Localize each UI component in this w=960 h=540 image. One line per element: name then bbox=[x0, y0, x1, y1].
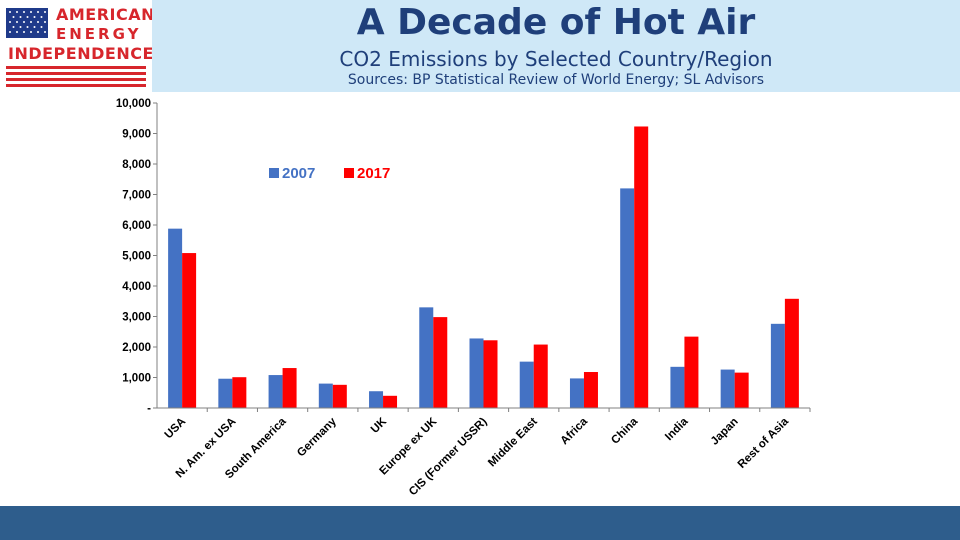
y-tick-label: 1,000 bbox=[122, 373, 151, 385]
legend-swatch-2017 bbox=[344, 168, 354, 178]
bar-2017-0 bbox=[182, 253, 197, 408]
logo-text-independence: INDEPENDENCE bbox=[8, 44, 154, 63]
bar-2007-1 bbox=[218, 378, 233, 408]
x-tick-label: Rest of Asia bbox=[736, 415, 792, 471]
y-tick-label: 2,000 bbox=[122, 342, 151, 354]
legend-label-2007: 2007 bbox=[282, 165, 315, 182]
bar-2007-8 bbox=[569, 378, 584, 408]
y-tick-label: 7,000 bbox=[122, 190, 151, 202]
x-tick-label: Japan bbox=[709, 416, 741, 448]
x-tick-label: China bbox=[609, 415, 641, 447]
logo-stripes bbox=[6, 66, 146, 87]
bar-2007-3 bbox=[318, 383, 333, 408]
bar-2007-10 bbox=[670, 366, 685, 408]
bar-2007-9 bbox=[620, 188, 635, 408]
bar-2007-4 bbox=[369, 391, 384, 408]
flag-icon bbox=[6, 8, 48, 38]
x-tick-label: USA bbox=[163, 416, 189, 442]
header-banner: A Decade of Hot Air CO2 Emissions by Sel… bbox=[152, 0, 960, 92]
page-title: A Decade of Hot Air bbox=[356, 2, 756, 43]
x-tick-label: Germany bbox=[295, 415, 339, 459]
bar-2017-1 bbox=[232, 377, 247, 408]
bar-2017-12 bbox=[784, 298, 799, 408]
bar-chart: - 1,000 2,000 3,000 4,000 5,000 6,000 7,000 8,00… bbox=[116, 98, 811, 498]
bar-2007-7 bbox=[519, 361, 534, 408]
logo-text-american: AMERICAN bbox=[56, 5, 156, 24]
y-tick-label: - bbox=[147, 403, 151, 415]
y-axis: - 1,000 2,000 3,000 4,000 5,000 6,000 7,000 8,00… bbox=[116, 98, 158, 415]
bar-2017-2 bbox=[282, 368, 297, 408]
chart-subtitle: CO2 Emissions by Selected Country/Region bbox=[339, 47, 773, 71]
x-tick-label: India bbox=[663, 415, 691, 443]
bar-2017-4 bbox=[383, 395, 398, 408]
bar-2017-9 bbox=[634, 126, 649, 409]
bar-2007-6 bbox=[469, 338, 484, 408]
bar-2007-2 bbox=[268, 375, 283, 408]
logo-text-energy: ENERGY bbox=[56, 25, 142, 43]
y-tick-label: 10,000 bbox=[116, 98, 151, 110]
bar-2007-5 bbox=[419, 307, 434, 408]
bar-2017-7 bbox=[533, 344, 548, 408]
footer-bar bbox=[0, 506, 960, 540]
bar-2017-8 bbox=[583, 372, 598, 408]
bar-2007-0 bbox=[168, 228, 183, 408]
legend-swatch-2007 bbox=[269, 168, 279, 178]
bar-2017-6 bbox=[483, 340, 498, 408]
source-note: Sources: BP Statistical Review of World … bbox=[347, 72, 765, 88]
bar-2017-10 bbox=[684, 336, 699, 408]
bar-2007-12 bbox=[770, 323, 785, 408]
legend: 2007 2017 bbox=[269, 165, 390, 182]
x-tick-label: UK bbox=[369, 415, 390, 436]
y-tick-label: 4,000 bbox=[122, 281, 151, 293]
bar-2017-11 bbox=[734, 372, 749, 408]
y-tick-label: 3,000 bbox=[122, 312, 151, 324]
bar-2017-3 bbox=[332, 384, 347, 408]
logo: AMERICAN ENERGY INDEPENDENCE bbox=[0, 0, 156, 92]
bars bbox=[168, 126, 799, 409]
legend-label-2017: 2017 bbox=[357, 165, 390, 182]
bar-2017-5 bbox=[433, 317, 448, 408]
x-tick-label: Africa bbox=[559, 415, 591, 447]
bar-2007-11 bbox=[720, 369, 735, 408]
y-tick-label: 9,000 bbox=[122, 129, 151, 141]
y-tick-label: 6,000 bbox=[122, 220, 151, 232]
x-tick-label: Middle East bbox=[486, 416, 540, 470]
y-tick-label: 5,000 bbox=[122, 251, 151, 263]
y-tick-label: 8,000 bbox=[122, 159, 151, 171]
